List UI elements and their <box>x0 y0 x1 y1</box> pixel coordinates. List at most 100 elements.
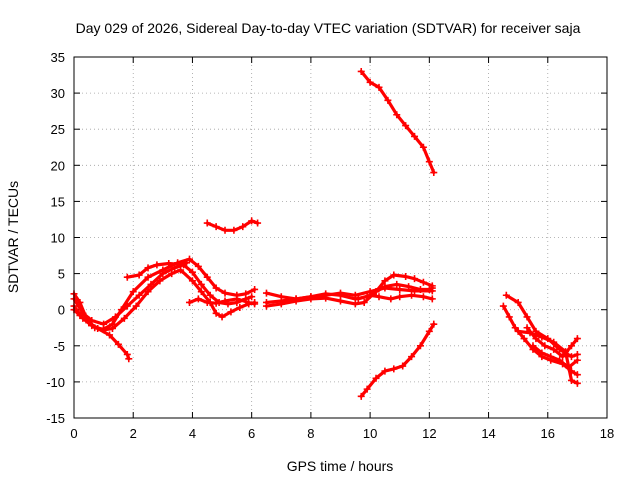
series-track-j <box>262 271 436 310</box>
data-point <box>203 219 211 227</box>
data-point <box>538 349 546 357</box>
data-point <box>567 376 575 384</box>
data-point <box>514 327 522 335</box>
data-point <box>375 83 383 91</box>
data-point <box>307 295 315 303</box>
y-tick-label: 10 <box>51 231 65 246</box>
data-point <box>123 302 131 310</box>
data-point <box>411 132 419 140</box>
data-point <box>425 327 433 335</box>
x-tick-label: 16 <box>541 426 555 441</box>
data-point <box>168 270 176 278</box>
series-track-k <box>354 291 436 303</box>
data-point <box>135 291 143 299</box>
data-point <box>194 295 202 303</box>
data-point <box>514 298 522 306</box>
data-point <box>212 309 220 317</box>
data-point <box>363 385 371 393</box>
data-point <box>556 356 564 364</box>
data-point <box>212 223 220 231</box>
data-point <box>360 298 368 306</box>
data-point <box>390 365 398 373</box>
data-point <box>405 283 413 291</box>
data-series <box>70 67 581 400</box>
data-point <box>351 300 359 308</box>
data-point <box>322 294 330 302</box>
data-point <box>108 324 116 332</box>
data-point <box>529 342 537 350</box>
data-point <box>502 291 510 299</box>
data-point <box>227 308 235 316</box>
data-point <box>430 169 438 177</box>
data-point <box>221 297 229 305</box>
data-point <box>123 273 131 281</box>
series-track-r <box>529 342 581 371</box>
y-tick-label: -10 <box>46 375 65 390</box>
data-point <box>430 320 438 328</box>
y-axis-label: SDTVAR / TECUs <box>5 181 21 293</box>
data-point <box>523 313 531 321</box>
data-point <box>523 324 531 332</box>
data-point <box>144 288 152 296</box>
y-tick-label: 30 <box>51 86 65 101</box>
data-point <box>262 302 270 310</box>
data-point <box>159 270 167 278</box>
series-line <box>205 219 260 232</box>
data-point <box>218 313 226 321</box>
data-point <box>550 338 558 346</box>
data-point <box>559 353 567 361</box>
series-line <box>72 308 131 361</box>
data-point <box>384 96 392 104</box>
data-point <box>550 345 558 353</box>
x-tick-label: 6 <box>248 426 255 441</box>
data-point <box>372 288 380 296</box>
x-tick-label: 18 <box>600 426 614 441</box>
series-track-b <box>70 261 256 328</box>
y-tick-label: -5 <box>53 339 65 354</box>
data-point <box>188 277 196 285</box>
data-point <box>505 313 513 321</box>
y-tick-label: 35 <box>51 50 65 65</box>
data-point <box>197 280 205 288</box>
data-point <box>111 313 119 321</box>
data-point <box>419 143 427 151</box>
data-point <box>185 255 193 263</box>
data-point <box>416 285 424 293</box>
data-point <box>144 264 152 272</box>
data-point <box>396 293 404 301</box>
data-point <box>428 282 436 290</box>
series-track-f <box>185 295 259 308</box>
y-tick-label: -15 <box>46 411 65 426</box>
data-point <box>411 275 419 283</box>
data-point <box>520 335 528 343</box>
data-point <box>76 311 84 319</box>
data-point <box>230 226 238 234</box>
x-tick-label: 0 <box>70 426 77 441</box>
data-point <box>573 379 581 387</box>
data-point <box>372 374 380 382</box>
data-point <box>114 340 122 348</box>
y-tick-label: 20 <box>51 158 65 173</box>
data-point <box>177 266 185 274</box>
series-track-d <box>70 306 133 363</box>
data-point <box>402 272 410 280</box>
data-point <box>567 353 575 361</box>
series-track-e <box>123 259 191 281</box>
series-line <box>359 322 436 398</box>
data-point <box>156 277 164 285</box>
data-point <box>132 302 140 310</box>
data-point <box>203 298 211 306</box>
series-line <box>359 69 436 175</box>
data-point <box>292 297 300 305</box>
data-point <box>366 291 374 299</box>
data-point <box>337 297 344 305</box>
data-point <box>197 288 205 296</box>
data-point <box>573 335 581 343</box>
data-point <box>402 122 410 130</box>
data-point <box>573 356 581 364</box>
data-point <box>120 314 128 322</box>
data-point <box>262 289 270 297</box>
x-tick-label: 14 <box>481 426 495 441</box>
data-point <box>511 324 519 332</box>
data-point <box>239 223 247 231</box>
